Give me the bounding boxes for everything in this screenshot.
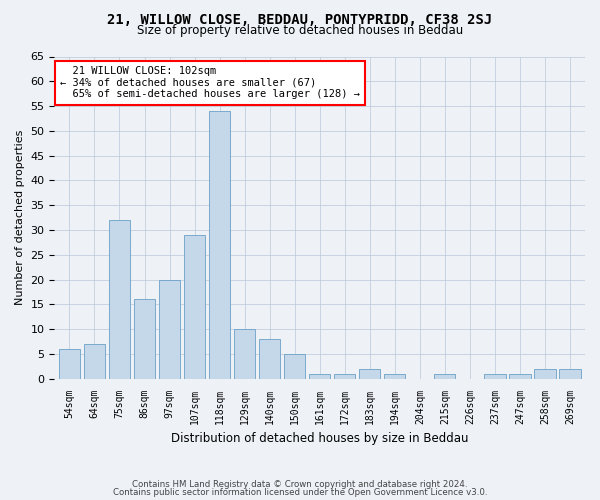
Text: Contains public sector information licensed under the Open Government Licence v3: Contains public sector information licen… <box>113 488 487 497</box>
Bar <box>109 220 130 378</box>
Bar <box>134 300 155 378</box>
Bar <box>484 374 506 378</box>
Bar <box>434 374 455 378</box>
Bar <box>184 235 205 378</box>
Bar <box>234 329 255 378</box>
Text: 21, WILLOW CLOSE, BEDDAU, PONTYPRIDD, CF38 2SJ: 21, WILLOW CLOSE, BEDDAU, PONTYPRIDD, CF… <box>107 12 493 26</box>
Bar <box>535 369 556 378</box>
Bar <box>284 354 305 378</box>
Bar <box>59 349 80 378</box>
Text: Size of property relative to detached houses in Beddau: Size of property relative to detached ho… <box>137 24 463 37</box>
Bar <box>309 374 331 378</box>
Bar <box>159 280 180 378</box>
Bar <box>84 344 105 378</box>
Bar <box>559 369 581 378</box>
Bar <box>209 111 230 378</box>
Bar <box>509 374 530 378</box>
X-axis label: Distribution of detached houses by size in Beddau: Distribution of detached houses by size … <box>171 432 469 445</box>
Bar <box>334 374 355 378</box>
Text: 21 WILLOW CLOSE: 102sqm
← 34% of detached houses are smaller (67)
  65% of semi-: 21 WILLOW CLOSE: 102sqm ← 34% of detache… <box>60 66 360 100</box>
Bar <box>259 339 280 378</box>
Bar <box>384 374 406 378</box>
Text: Contains HM Land Registry data © Crown copyright and database right 2024.: Contains HM Land Registry data © Crown c… <box>132 480 468 489</box>
Y-axis label: Number of detached properties: Number of detached properties <box>15 130 25 306</box>
Bar <box>359 369 380 378</box>
